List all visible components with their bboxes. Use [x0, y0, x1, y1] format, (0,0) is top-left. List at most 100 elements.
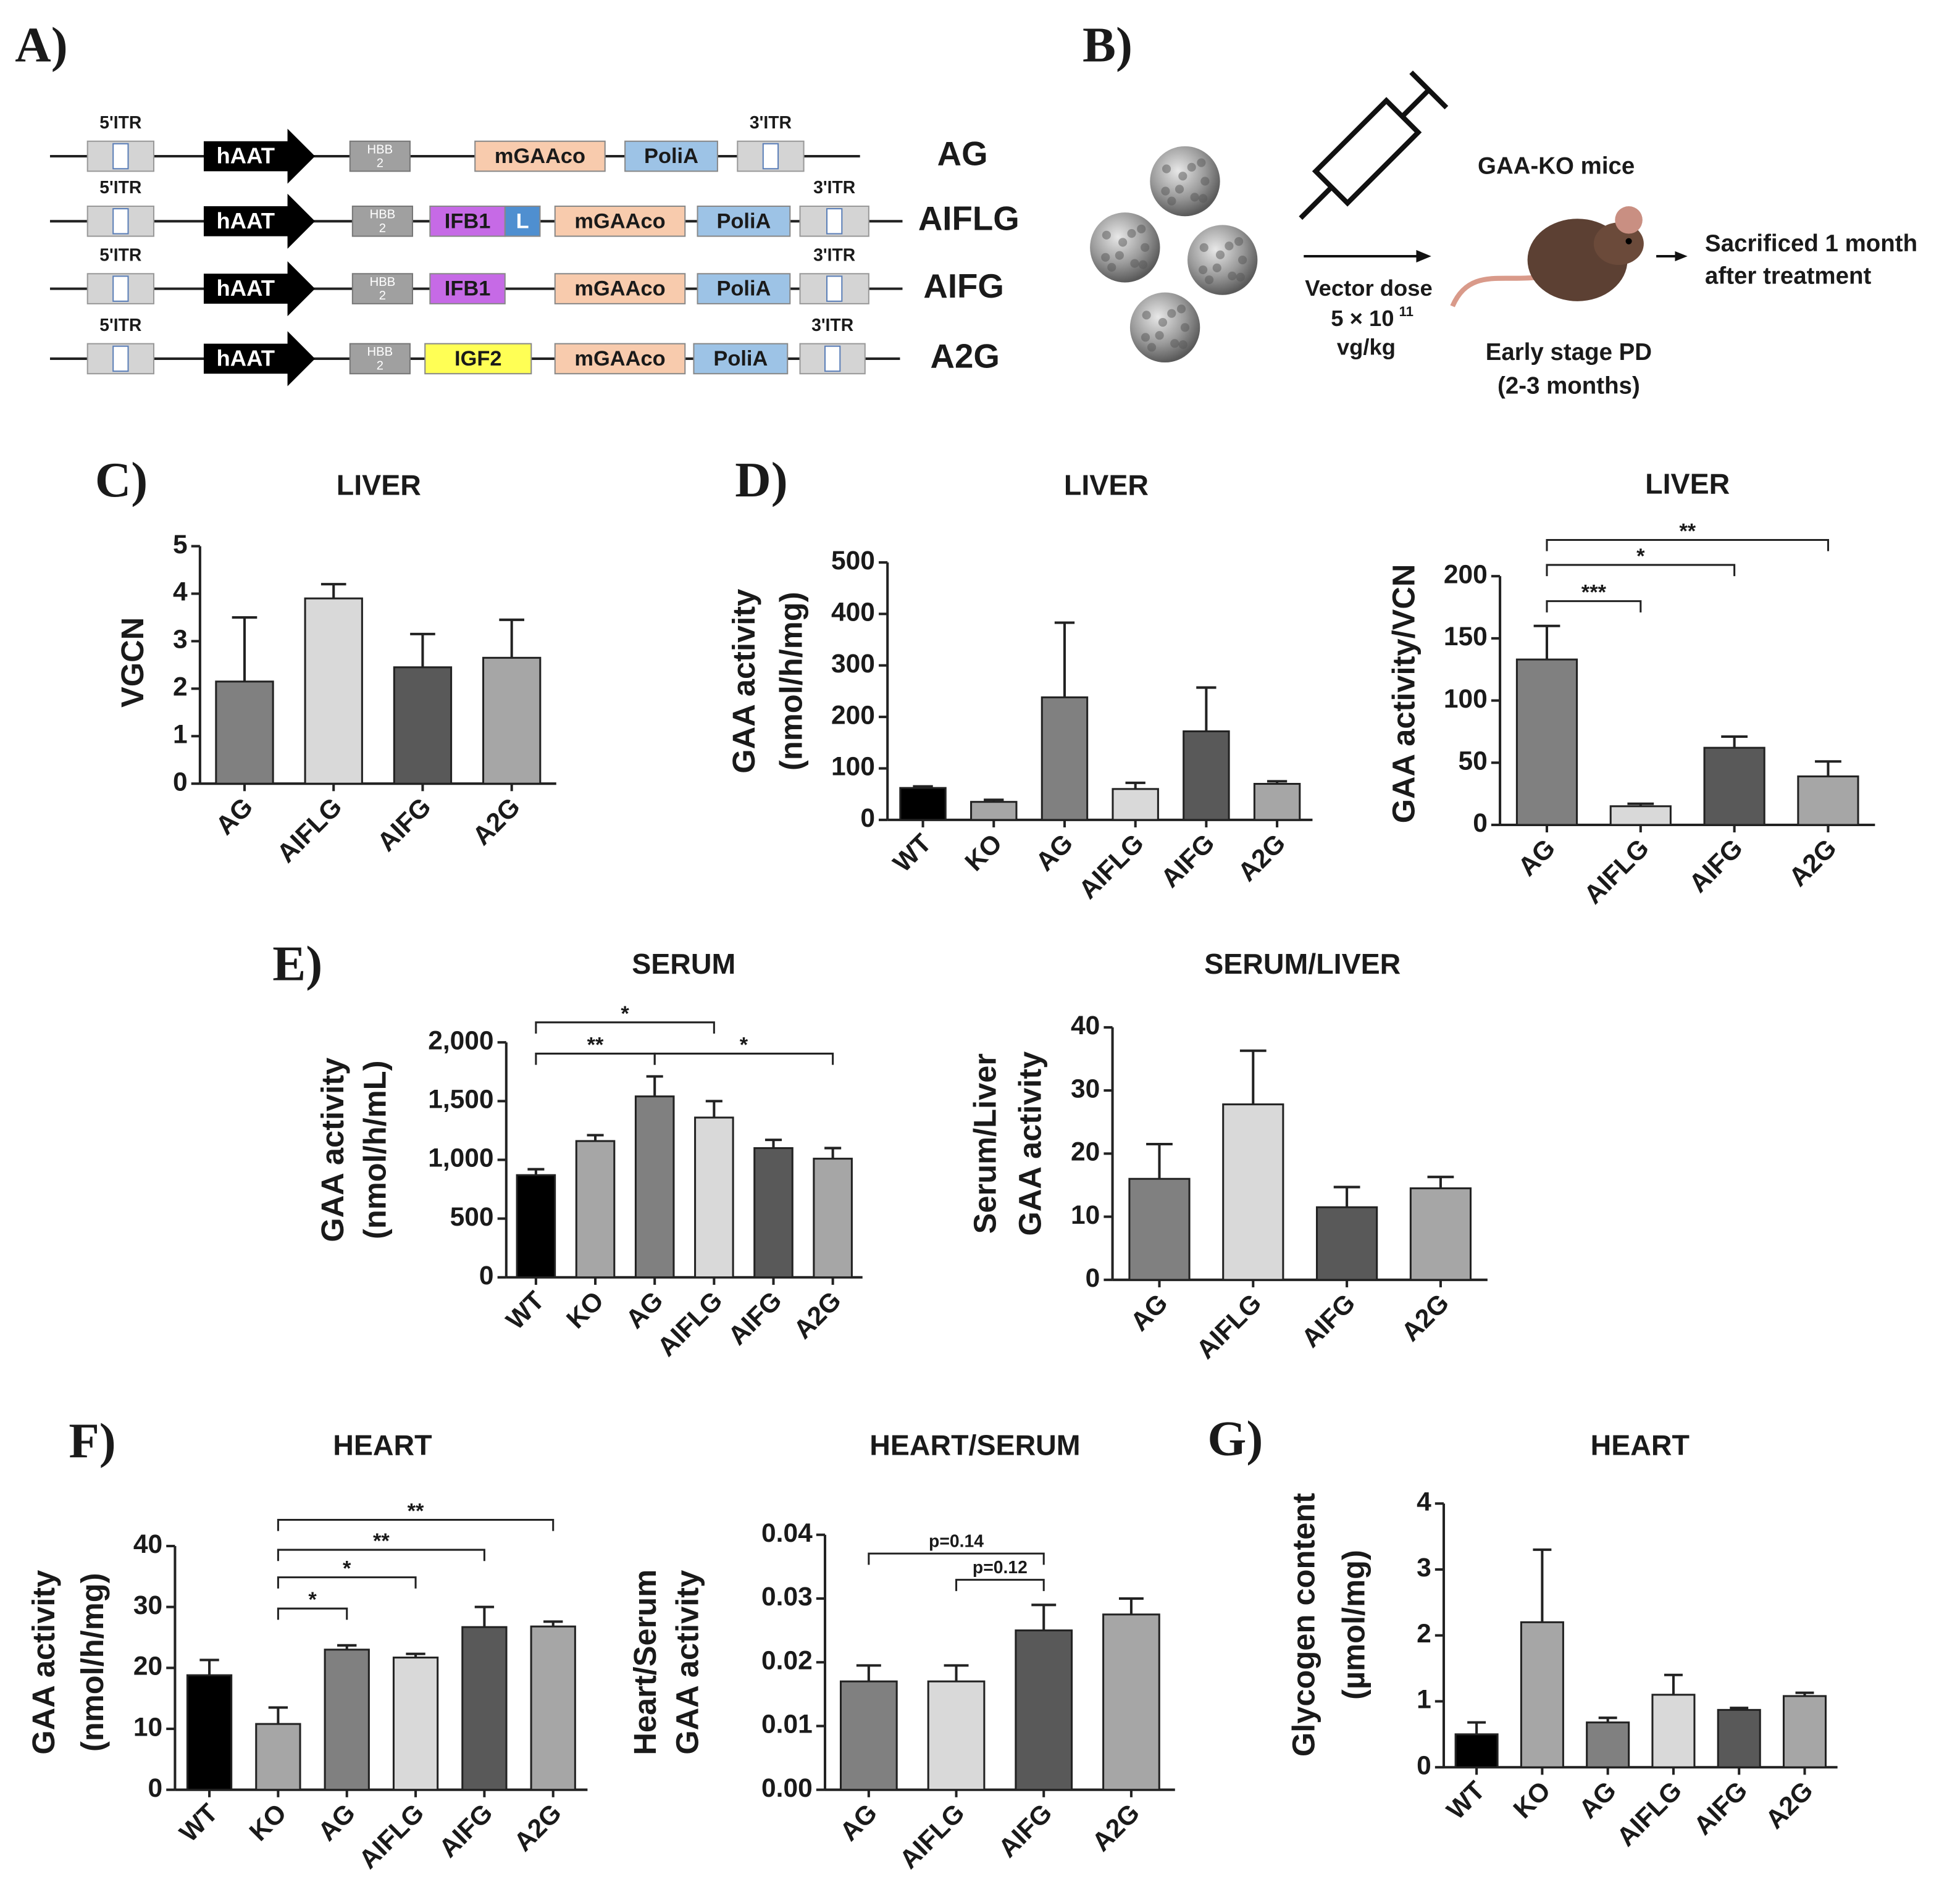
mouse-eye: [1625, 238, 1632, 245]
sig-label: *: [1636, 545, 1645, 568]
itr-core: [762, 143, 779, 170]
hbb-label: 2: [377, 157, 383, 170]
bar: [839, 1680, 898, 1791]
y-tick-label: 0: [479, 1261, 494, 1290]
error-bar: [1267, 780, 1288, 784]
sig-bracket: [535, 1021, 715, 1034]
y-tick-label: 3: [173, 625, 188, 654]
y-tick-label: 1: [1417, 1686, 1431, 1715]
particle-texture: [1142, 311, 1151, 320]
particle-texture: [1170, 339, 1179, 348]
y-tick-label: 30: [133, 1591, 162, 1620]
y-tick-label: 50: [1459, 747, 1488, 776]
hbb-label: HBB: [367, 143, 393, 156]
element-label: mGAAco: [574, 209, 665, 233]
itr-core: [826, 208, 843, 235]
vector-particle: [1187, 225, 1258, 295]
y-tick-label: 0: [1086, 1264, 1100, 1293]
element-box: [554, 343, 686, 375]
hbb-label: 2: [377, 359, 383, 372]
dose-arrowhead: [1416, 249, 1431, 263]
element-box: [693, 343, 789, 375]
error-bar: [406, 1652, 425, 1658]
syringe-plunger: [1400, 88, 1431, 119]
particle-texture: [1167, 196, 1176, 206]
y-tick-label: 200: [831, 701, 875, 730]
bar: [186, 1674, 233, 1791]
particle-texture: [1199, 243, 1208, 253]
itr-label: 5'ITR: [99, 113, 141, 133]
itr-label: 5'ITR: [99, 316, 141, 335]
x-tick-label: WT: [1441, 1776, 1491, 1825]
bar: [1717, 1708, 1761, 1768]
bar: [1782, 1695, 1827, 1768]
error-bar: [1118, 1597, 1144, 1615]
y-tick-label: 0.03: [761, 1582, 813, 1612]
bar: [1409, 1187, 1472, 1281]
y-tick-label: 4: [173, 578, 188, 607]
x-tick-label: KO: [244, 1799, 292, 1847]
bar: [1520, 1621, 1564, 1768]
y-tick-label: 2: [1417, 1620, 1431, 1649]
error-bar: [499, 618, 524, 658]
outcome-line: after treatment: [1705, 263, 1871, 290]
y-tick-label: 0: [1417, 1751, 1431, 1780]
bar: [634, 1095, 675, 1279]
x-tick-label: AG: [1573, 1776, 1622, 1824]
particle-texture: [1178, 172, 1187, 181]
sig-bracket: [955, 1579, 1045, 1591]
particle-texture: [1141, 333, 1150, 342]
element-label: PoliA: [644, 144, 698, 168]
error-bar: [913, 785, 933, 788]
y-tick-label: 300: [831, 650, 875, 679]
x-tick-label: AIFLG: [354, 1799, 430, 1875]
bar: [899, 787, 947, 821]
x-tick-label: A2G: [1784, 834, 1843, 892]
sig-label: **: [408, 1499, 424, 1523]
y-axis-label: (nmol/h/mL): [358, 1061, 393, 1239]
x-tick-label: AIFLG: [272, 792, 348, 868]
error-bar: [1533, 1548, 1552, 1623]
error-bar: [1427, 1176, 1454, 1189]
error-bar: [1031, 1603, 1057, 1631]
sig-label: p=0.12: [973, 1558, 1028, 1578]
particle-texture: [1141, 243, 1150, 252]
error-bar: [320, 583, 346, 599]
itr-core: [824, 345, 841, 372]
vector-particle: [1150, 146, 1220, 217]
x-tick-label: AG: [313, 1799, 361, 1847]
error-bar: [1664, 1673, 1683, 1695]
particle-texture: [1200, 177, 1210, 186]
promoter-arrow: [203, 331, 316, 387]
bar: [1454, 1733, 1499, 1768]
particle-texture: [1234, 236, 1244, 246]
x-tick-label: A2G: [789, 1286, 847, 1345]
bar: [1651, 1694, 1696, 1768]
error-bar: [527, 1168, 545, 1176]
promoter-label: hAAT: [217, 346, 275, 371]
particle-texture: [1190, 193, 1199, 202]
x-tick-label: KO: [960, 829, 1008, 877]
promoter-arrow: [203, 261, 316, 317]
chart-title: HEART: [333, 1429, 432, 1461]
x-tick-label: AIFLG: [1612, 1776, 1688, 1852]
y-axis-label: GAA activity: [670, 1570, 705, 1755]
y-tick-label: 150: [1444, 622, 1488, 651]
x-tick-label: AIFLG: [1073, 829, 1149, 905]
error-bar: [199, 1658, 219, 1676]
x-tick-label: AG: [835, 1799, 883, 1847]
chart-title: LIVER: [1064, 469, 1149, 501]
dose-value: 5 × 10: [1331, 306, 1394, 331]
y-tick-label: 0.01: [761, 1710, 813, 1739]
y-axis-label: GAA activity: [26, 1570, 61, 1755]
y-axis-label: (nmol/h/mg): [75, 1573, 110, 1751]
bar: [304, 597, 363, 785]
hbb-box: [351, 205, 414, 237]
error-bar: [337, 1644, 357, 1650]
bar: [461, 1626, 508, 1791]
stage-line: Early stage PD: [1486, 339, 1652, 366]
syringe-needle: [1299, 185, 1334, 220]
error-bar: [856, 1664, 881, 1682]
itr-core: [826, 275, 843, 302]
y-tick-label: 0: [1473, 809, 1488, 838]
